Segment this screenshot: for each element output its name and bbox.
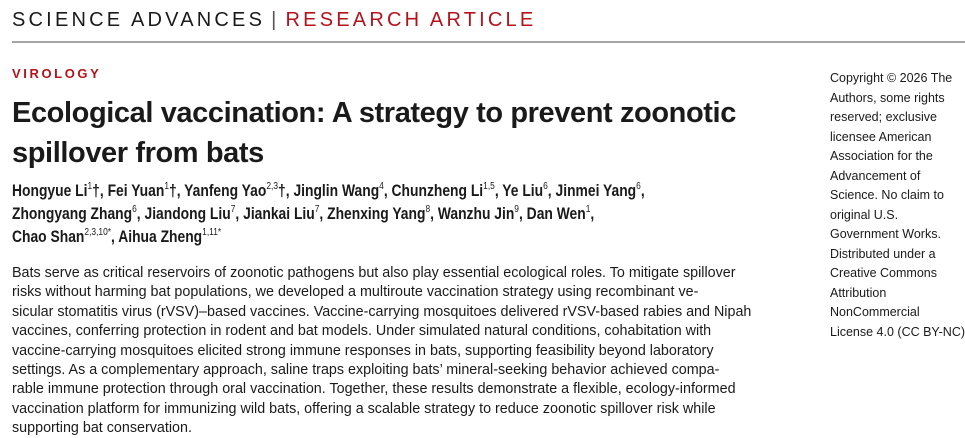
copyright-line: reserved; exclusive <box>830 110 937 124</box>
affiliation-sup[interactable]: 7 <box>230 204 236 215</box>
author-name: Zhongyang Zhang <box>12 205 133 223</box>
affiliation-sup[interactable]: 6 <box>636 181 641 192</box>
author[interactable]: Yanfeng Yao2,3† <box>184 181 286 201</box>
copyright-line: Copyright © 2026 The <box>830 71 953 85</box>
header-separator: | <box>271 9 280 31</box>
author-name: Yanfeng Yao <box>184 182 267 200</box>
author[interactable]: Chao Shan2,3,10* <box>12 227 112 247</box>
author[interactable]: Jinglin Wang4 <box>293 181 384 201</box>
author-line: Zhongyang Zhang6, Jiandong Liu7, Jiankai… <box>12 204 595 224</box>
author[interactable]: Dan Wen1 <box>526 204 591 224</box>
author[interactable]: Zhenxing Yang8 <box>327 204 431 224</box>
copyright-line: Science. No claim to <box>830 188 944 202</box>
journal-header: SCIENCE ADVANCES | RESEARCH ARTICLE <box>12 9 536 32</box>
affiliation-sup[interactable]: 6 <box>132 204 137 215</box>
section-label: VIROLOGY <box>12 66 102 81</box>
copyright-line: License 4.0 (CC BY-NC). <box>830 324 965 339</box>
author-name: Aihua Zheng <box>118 228 203 246</box>
author[interactable]: Aihua Zheng1,11* <box>118 227 222 247</box>
abstract-line: risks without harming bat populations, w… <box>12 283 699 301</box>
copyright-line: Distributed under a <box>830 246 936 261</box>
author[interactable]: Jinmei Yang6 <box>555 181 641 201</box>
article-title: Ecological vaccination: A strategy to pr… <box>12 93 812 173</box>
author-name: Chunzheng Li <box>391 182 484 200</box>
author-name: Jinmei Yang <box>555 182 637 200</box>
affiliation-sup[interactable]: 6 <box>543 181 548 192</box>
copyright-line: Authors, some rights <box>830 90 945 105</box>
affiliation-sup[interactable]: 4 <box>379 181 384 192</box>
copyright-notice: Copyright © 2026 The Authors, some rights… <box>830 69 965 342</box>
title-line: spillover from bats <box>12 137 264 169</box>
author[interactable]: Jiandong Liu7 <box>144 204 236 224</box>
affiliation-sup[interactable]: 8 <box>425 204 431 215</box>
author-name: Ye Liu <box>502 182 544 200</box>
equal-contribution-mark: † <box>168 182 177 200</box>
copyright-line: Government Works. <box>830 227 941 241</box>
author-name: Chao Shan <box>12 228 85 246</box>
affiliation-sup[interactable]: 1,11* <box>202 227 222 238</box>
author[interactable]: Ye Liu6 <box>502 181 548 201</box>
copyright-line: original U.S. <box>830 207 899 222</box>
author[interactable]: Chunzheng Li1,5 <box>391 181 495 201</box>
abstract-line: supporting bat conservation. <box>12 419 192 437</box>
author[interactable]: Fei Yuan1† <box>107 181 177 201</box>
author-name: Jiandong Liu <box>144 205 231 223</box>
abstract-line: vaccines, conferring protection in roden… <box>12 322 712 340</box>
author-line: Chao Shan2,3,10*, Aihua Zheng1,11* <box>12 227 222 247</box>
affiliation-sup[interactable]: 1 <box>164 181 169 192</box>
abstract-line: sicular stomatitis virus (rVSV)–based va… <box>12 302 752 320</box>
affiliation-sup[interactable]: 1 <box>87 181 93 192</box>
equal-contribution-mark: † <box>92 182 100 200</box>
author-name: Hongyue Li <box>12 182 88 200</box>
author-name: Dan Wen <box>526 205 586 223</box>
header-rule <box>12 41 965 43</box>
copyright-line: Advancement of <box>830 168 921 183</box>
author-line: Hongyue Li1†, Fei Yuan1†, Yanfeng Yao2,3… <box>12 181 645 201</box>
copyright-line: Creative Commons <box>830 266 937 280</box>
affiliation-sup[interactable]: 2,3 <box>266 181 279 192</box>
copyright-line: licensee American <box>830 129 932 144</box>
affiliation-sup[interactable]: 1,5 <box>483 181 495 192</box>
author-name: Jiankai Liu <box>243 205 315 223</box>
author-list: Hongyue Li1†, Fei Yuan1†, Yanfeng Yao2,3… <box>12 180 645 249</box>
author-name: Fei Yuan <box>107 182 165 200</box>
affiliation-sup[interactable]: 7 <box>314 204 320 215</box>
copyright-line: Association for the <box>830 149 933 163</box>
copyright-line: NonCommercial <box>830 305 920 319</box>
author[interactable]: Hongyue Li1† <box>12 181 100 201</box>
copyright-line: Attribution <box>830 285 887 300</box>
abstract-line: rable immune protection through oral vac… <box>12 380 736 398</box>
equal-contribution-mark: † <box>278 182 286 200</box>
affiliation-sup[interactable]: 9 <box>514 204 519 215</box>
author[interactable]: Zhongyang Zhang6 <box>12 204 137 224</box>
abstract-line: Bats serve as critical reservoirs of zoo… <box>12 264 736 281</box>
author[interactable]: Wanzhu Jin9 <box>437 204 519 224</box>
abstract: Bats serve as critical reservoirs of zoo… <box>12 263 751 438</box>
author-name: Wanzhu Jin <box>437 205 515 223</box>
abstract-line: vaccination platform for immunizing wild… <box>12 399 716 417</box>
affiliation-sup[interactable]: 2,3,10* <box>84 227 112 238</box>
journal-name: SCIENCE ADVANCES <box>12 9 266 31</box>
affiliation-sup[interactable]: 1 <box>585 204 591 215</box>
abstract-line: vaccine-carrying mosquitoes elicited str… <box>12 341 714 359</box>
article-type: RESEARCH ARTICLE <box>285 9 537 31</box>
author-name: Zhenxing Yang <box>327 205 426 223</box>
author[interactable]: Jiankai Liu7 <box>243 204 320 224</box>
author-name: Jinglin Wang <box>293 182 380 200</box>
abstract-line: settings. As a complementary approach, s… <box>12 361 720 379</box>
title-line: Ecological vaccination: A strategy to pr… <box>12 97 736 129</box>
